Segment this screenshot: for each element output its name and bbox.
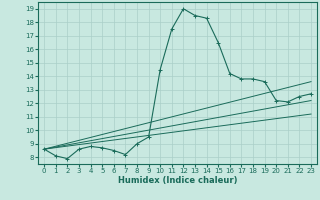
X-axis label: Humidex (Indice chaleur): Humidex (Indice chaleur) [118,176,237,185]
